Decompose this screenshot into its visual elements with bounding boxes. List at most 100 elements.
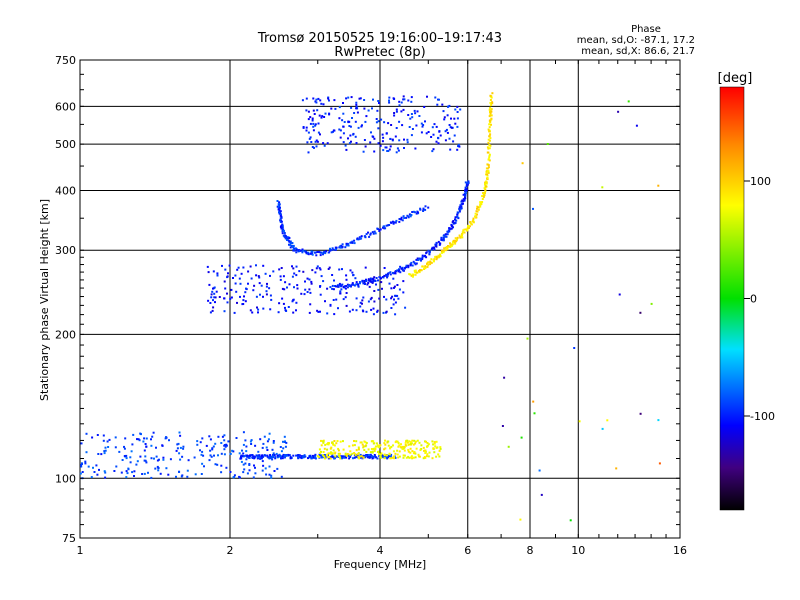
data-point [348, 285, 351, 288]
data-point [370, 296, 373, 299]
data-point [246, 454, 249, 457]
data-point [328, 266, 331, 269]
data-point [472, 219, 475, 222]
data-point [468, 225, 471, 228]
data-point [347, 96, 350, 99]
data-point [338, 128, 341, 131]
data-point [573, 347, 576, 349]
data-point [461, 234, 463, 237]
data-point [400, 216, 403, 219]
data-point [489, 121, 492, 124]
data-point [295, 265, 298, 268]
data-point [353, 239, 356, 242]
data-point [221, 435, 224, 438]
data-point [286, 286, 288, 289]
data-point [308, 137, 311, 140]
data-point [349, 269, 352, 272]
data-point [330, 249, 333, 252]
data-point [456, 148, 459, 151]
data-point [434, 445, 437, 448]
data-point [400, 101, 403, 104]
data-point [314, 251, 317, 254]
data-point [156, 465, 159, 468]
data-point [446, 233, 449, 236]
data-point [211, 448, 214, 451]
data-point [331, 284, 334, 287]
data-point [410, 113, 413, 115]
data-point [265, 290, 268, 293]
data-point [427, 131, 430, 133]
data-point [247, 270, 250, 273]
data-point [476, 207, 478, 210]
data-point [284, 306, 286, 309]
data-point [363, 440, 366, 443]
data-point [442, 239, 445, 242]
data-point [365, 233, 368, 236]
data-point [384, 443, 387, 446]
data-point [407, 443, 410, 446]
data-point [489, 101, 492, 104]
data-point [380, 452, 383, 455]
data-point [358, 456, 360, 459]
data-point [333, 129, 336, 132]
data-point [226, 301, 229, 304]
data-point [320, 456, 323, 459]
data-point [462, 193, 465, 196]
data-point [259, 438, 262, 441]
data-point [411, 439, 414, 442]
data-point [356, 111, 359, 114]
data-point [355, 103, 358, 106]
data-point [416, 257, 419, 260]
data-point [390, 221, 393, 224]
data-point [100, 453, 103, 456]
data-point [546, 143, 549, 145]
data-point [326, 448, 329, 451]
data-point [486, 163, 489, 166]
data-point [284, 440, 286, 443]
data-point [334, 285, 336, 287]
data-point [400, 443, 402, 446]
data-point [402, 108, 405, 111]
data-point [436, 103, 439, 106]
data-point [441, 239, 444, 242]
data-point [283, 234, 286, 237]
data-point [386, 454, 388, 457]
data-point [369, 233, 372, 236]
data-point [363, 99, 366, 101]
data-point [231, 449, 234, 452]
data-point [317, 456, 320, 458]
data-point [427, 261, 430, 264]
data-point [403, 98, 406, 101]
data-point [438, 455, 441, 458]
data-point [456, 105, 459, 108]
data-point [365, 454, 368, 457]
data-point [476, 213, 478, 216]
data-point [381, 287, 383, 290]
data-point [388, 282, 391, 285]
data-point [282, 453, 285, 456]
data-point [211, 447, 214, 450]
stats-line-o: mean, sd,O: -87.1, 17.2 [577, 35, 695, 46]
x-tick-label: 2 [227, 544, 234, 557]
data-point [338, 282, 341, 285]
data-point [402, 98, 405, 101]
data-point [155, 455, 158, 458]
data-point [356, 237, 359, 240]
data-point [384, 447, 387, 450]
data-point [276, 454, 279, 457]
data-point [320, 454, 323, 457]
data-point [319, 268, 322, 271]
data-point [196, 440, 199, 443]
data-point [266, 454, 269, 457]
data-point [357, 446, 360, 449]
data-point [293, 286, 295, 289]
data-point [369, 451, 372, 454]
data-point [327, 97, 330, 100]
data-point [194, 473, 197, 476]
data-point [424, 267, 427, 269]
data-point [435, 440, 438, 443]
data-point [363, 139, 366, 141]
data-point [486, 173, 488, 176]
data-point [276, 467, 279, 470]
data-point [444, 130, 447, 133]
